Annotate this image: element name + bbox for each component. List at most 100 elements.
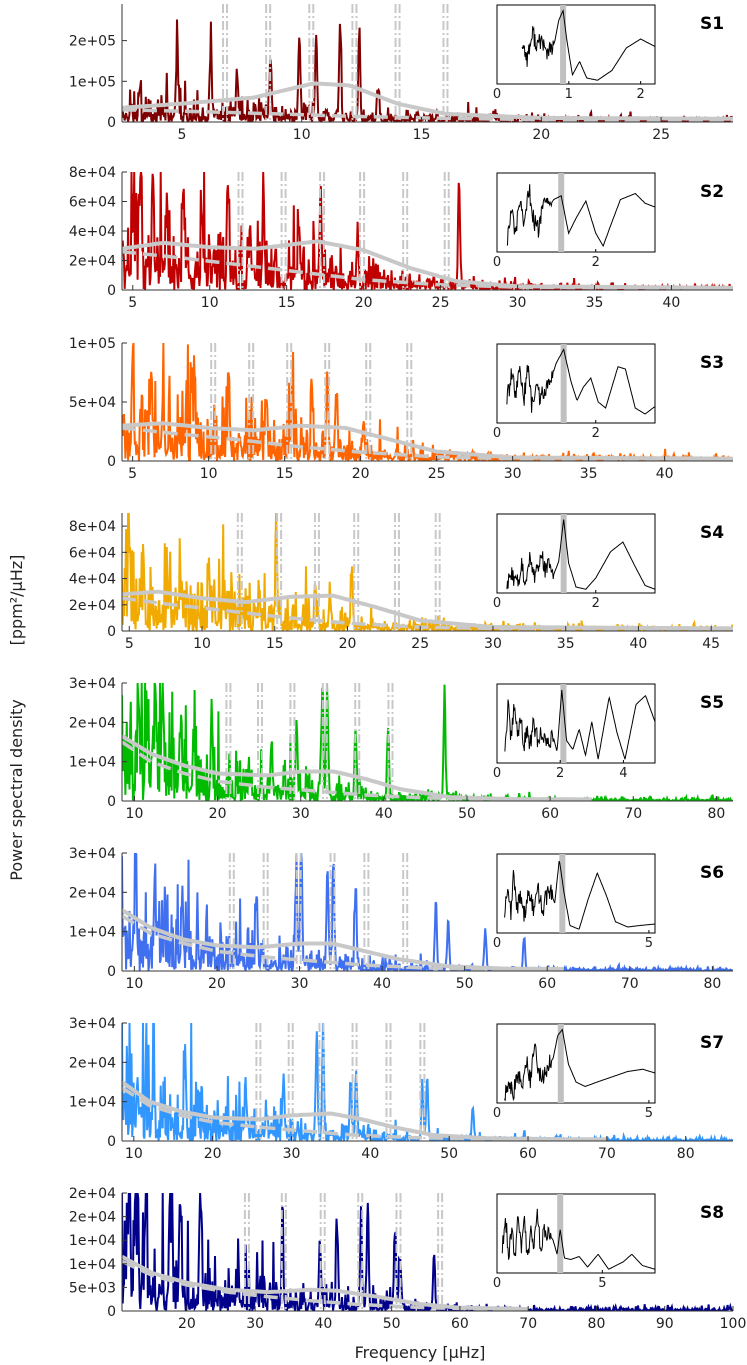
x-tick-label: 15 bbox=[413, 127, 431, 143]
x-tick-label: 40 bbox=[375, 806, 393, 822]
x-tick-label: 50 bbox=[456, 976, 474, 992]
y-tick-label: 2e+04 bbox=[69, 1055, 116, 1071]
y-tick-label: 2e+04 bbox=[69, 1186, 116, 1202]
panel-label: S1 bbox=[700, 14, 724, 34]
inset-x-tick-label: 0 bbox=[493, 1276, 501, 1291]
x-tick-label: 20 bbox=[339, 636, 357, 652]
inset-highlight-band bbox=[560, 5, 567, 84]
x-tick-label: 5 bbox=[128, 466, 137, 482]
x-axis-label: Frequency [μHz] bbox=[355, 1343, 486, 1362]
inset-highlight-band bbox=[560, 344, 567, 423]
inset-curve bbox=[504, 860, 656, 930]
x-tick-label: 5 bbox=[177, 127, 186, 143]
inset-x-tick-label: 5 bbox=[645, 1106, 653, 1121]
x-tick-label: 25 bbox=[411, 636, 429, 652]
x-tick-label: 30 bbox=[484, 636, 502, 652]
spectrum-series bbox=[122, 172, 733, 290]
inset-x-tick-label: 2 bbox=[592, 255, 600, 270]
panel-s1: 5 10 15 20 25 0 1e+05 2e+05 S1 0 1 2 bbox=[69, 4, 733, 143]
inset-curve bbox=[504, 1028, 656, 1102]
inset-x-tick-label: 0 bbox=[493, 596, 501, 611]
background-fit bbox=[122, 740, 592, 801]
y-axis-label: Power spectral density bbox=[7, 699, 26, 880]
x-tick-label: 30 bbox=[292, 806, 310, 822]
y-tick-label: 2e+04 bbox=[69, 1210, 116, 1226]
y-tick-label: 0 bbox=[107, 115, 116, 131]
x-tick-label: 30 bbox=[291, 976, 309, 992]
y-tick-label: 1e+04 bbox=[69, 1233, 116, 1249]
x-tick-label: 40 bbox=[314, 1316, 332, 1332]
inset-highlight-band bbox=[557, 1194, 564, 1273]
inset-s1: 0 1 2 bbox=[493, 4, 656, 102]
model-fit bbox=[122, 1080, 607, 1141]
y-tick-label: 0 bbox=[107, 964, 116, 980]
inset-x-tick-label: 2 bbox=[592, 426, 600, 441]
inset-curve bbox=[506, 184, 656, 248]
y-tick-label: 5e+03 bbox=[69, 1280, 116, 1296]
y-tick-label: 0 bbox=[107, 1134, 116, 1150]
inset-s5: 0 2 4 bbox=[493, 683, 656, 781]
y-tick-label: 1e+04 bbox=[69, 1257, 116, 1273]
inset-highlight-band bbox=[557, 1024, 564, 1103]
x-tick-label: 40 bbox=[656, 466, 674, 482]
x-tick-label: 10 bbox=[126, 806, 144, 822]
y-tick-label: 2e+05 bbox=[69, 34, 116, 50]
y-tick-label: 3e+04 bbox=[69, 1016, 116, 1032]
y-tick-label: 1e+04 bbox=[69, 925, 116, 941]
y-tick-label: 2e+04 bbox=[69, 885, 116, 901]
inset-x-tick-label: 2 bbox=[636, 87, 644, 102]
background-fit bbox=[122, 914, 564, 971]
x-tick-label: 20 bbox=[178, 1316, 196, 1332]
inset-x-tick-label: 0 bbox=[493, 426, 501, 441]
y-tick-label: 0 bbox=[107, 624, 116, 640]
model-fit bbox=[122, 81, 733, 121]
x-tick-label: 50 bbox=[383, 1316, 401, 1332]
y-tick-label: 6e+04 bbox=[69, 545, 116, 561]
model-fit bbox=[122, 239, 733, 290]
x-tick-label: 80 bbox=[707, 806, 725, 822]
inset-frame bbox=[496, 172, 656, 253]
inset-frame bbox=[496, 683, 656, 764]
panel-label: S2 bbox=[700, 182, 724, 202]
inset-x-tick-label: 0 bbox=[493, 766, 501, 781]
x-tick-label: 70 bbox=[519, 1316, 537, 1332]
y-tick-label: 2e+04 bbox=[69, 254, 116, 270]
x-tick-label: 70 bbox=[624, 806, 642, 822]
inset-x-tick-label: 2 bbox=[592, 596, 600, 611]
y-tick-label: 1e+04 bbox=[69, 1095, 116, 1111]
x-tick-label: 5 bbox=[128, 295, 137, 311]
panel-label: S7 bbox=[700, 1033, 724, 1053]
x-tick-label: 80 bbox=[588, 1316, 606, 1332]
inset-frame bbox=[496, 1193, 656, 1274]
inset-curve bbox=[501, 1208, 656, 1270]
plot-area bbox=[122, 683, 733, 801]
y-tick-label: 8e+04 bbox=[69, 519, 116, 535]
x-tick-label: 45 bbox=[702, 636, 720, 652]
x-tick-label: 70 bbox=[621, 976, 639, 992]
y-tick-label: 4e+04 bbox=[69, 572, 116, 588]
inset-x-tick-label: 4 bbox=[619, 766, 627, 781]
plot-area bbox=[122, 172, 733, 290]
x-tick-label: 20 bbox=[209, 806, 227, 822]
y-tick-label: 2e+04 bbox=[69, 715, 116, 731]
x-tick-label: 40 bbox=[361, 1146, 379, 1162]
model-fit bbox=[122, 421, 733, 461]
x-tick-label: 50 bbox=[458, 806, 476, 822]
x-tick-label: 10 bbox=[200, 466, 218, 482]
x-tick-label: 60 bbox=[451, 1316, 469, 1332]
model-fit bbox=[122, 908, 564, 971]
x-tick-label: 15 bbox=[266, 636, 284, 652]
inset-x-tick-label: 5 bbox=[598, 1276, 606, 1291]
x-tick-label: 90 bbox=[656, 1316, 674, 1332]
x-tick-label: 10 bbox=[293, 127, 311, 143]
y-tick-label: 4e+04 bbox=[69, 224, 116, 240]
x-tick-label: 60 bbox=[541, 806, 559, 822]
inset-highlight-band bbox=[560, 684, 567, 763]
inset-highlight-band bbox=[558, 173, 565, 252]
plot-area bbox=[122, 1193, 733, 1311]
